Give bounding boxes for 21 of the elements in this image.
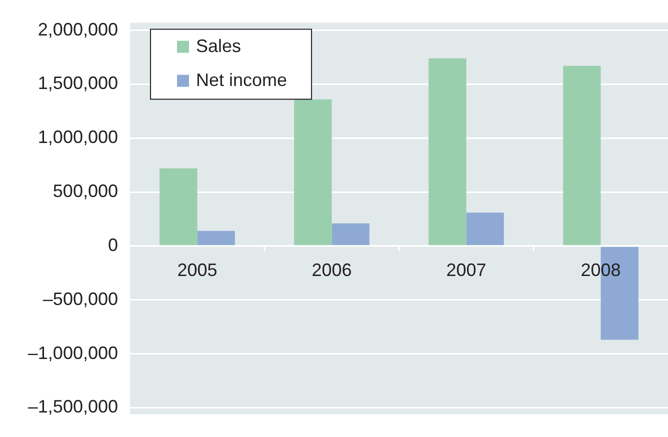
- bar: [428, 58, 466, 246]
- bar: [563, 66, 601, 246]
- bar: [466, 212, 504, 246]
- x-tick-label: 2007: [446, 260, 486, 280]
- legend-label: Net income: [196, 70, 288, 90]
- x-tick-label: 2006: [312, 260, 352, 280]
- bar: [160, 168, 198, 246]
- bar: [294, 99, 332, 246]
- y-tick-label: 1,500,000: [38, 73, 118, 94]
- y-tick-label: –1,000,000: [28, 342, 118, 363]
- x-tick-label: 2005: [177, 260, 218, 280]
- y-tick-label: 1,000,000: [38, 127, 118, 148]
- bar: [332, 223, 370, 246]
- y-tick-label: 2,000,000: [38, 19, 118, 40]
- bar: [197, 230, 235, 246]
- y-tick-label: 0: [108, 234, 118, 255]
- x-tick-label: 2008: [580, 260, 621, 280]
- y-tick-label: –500,000: [42, 288, 118, 309]
- y-tick-label: –1,500,000: [28, 396, 118, 417]
- legend-label: Sales: [196, 36, 242, 56]
- y-tick-label: 500,000: [52, 181, 118, 202]
